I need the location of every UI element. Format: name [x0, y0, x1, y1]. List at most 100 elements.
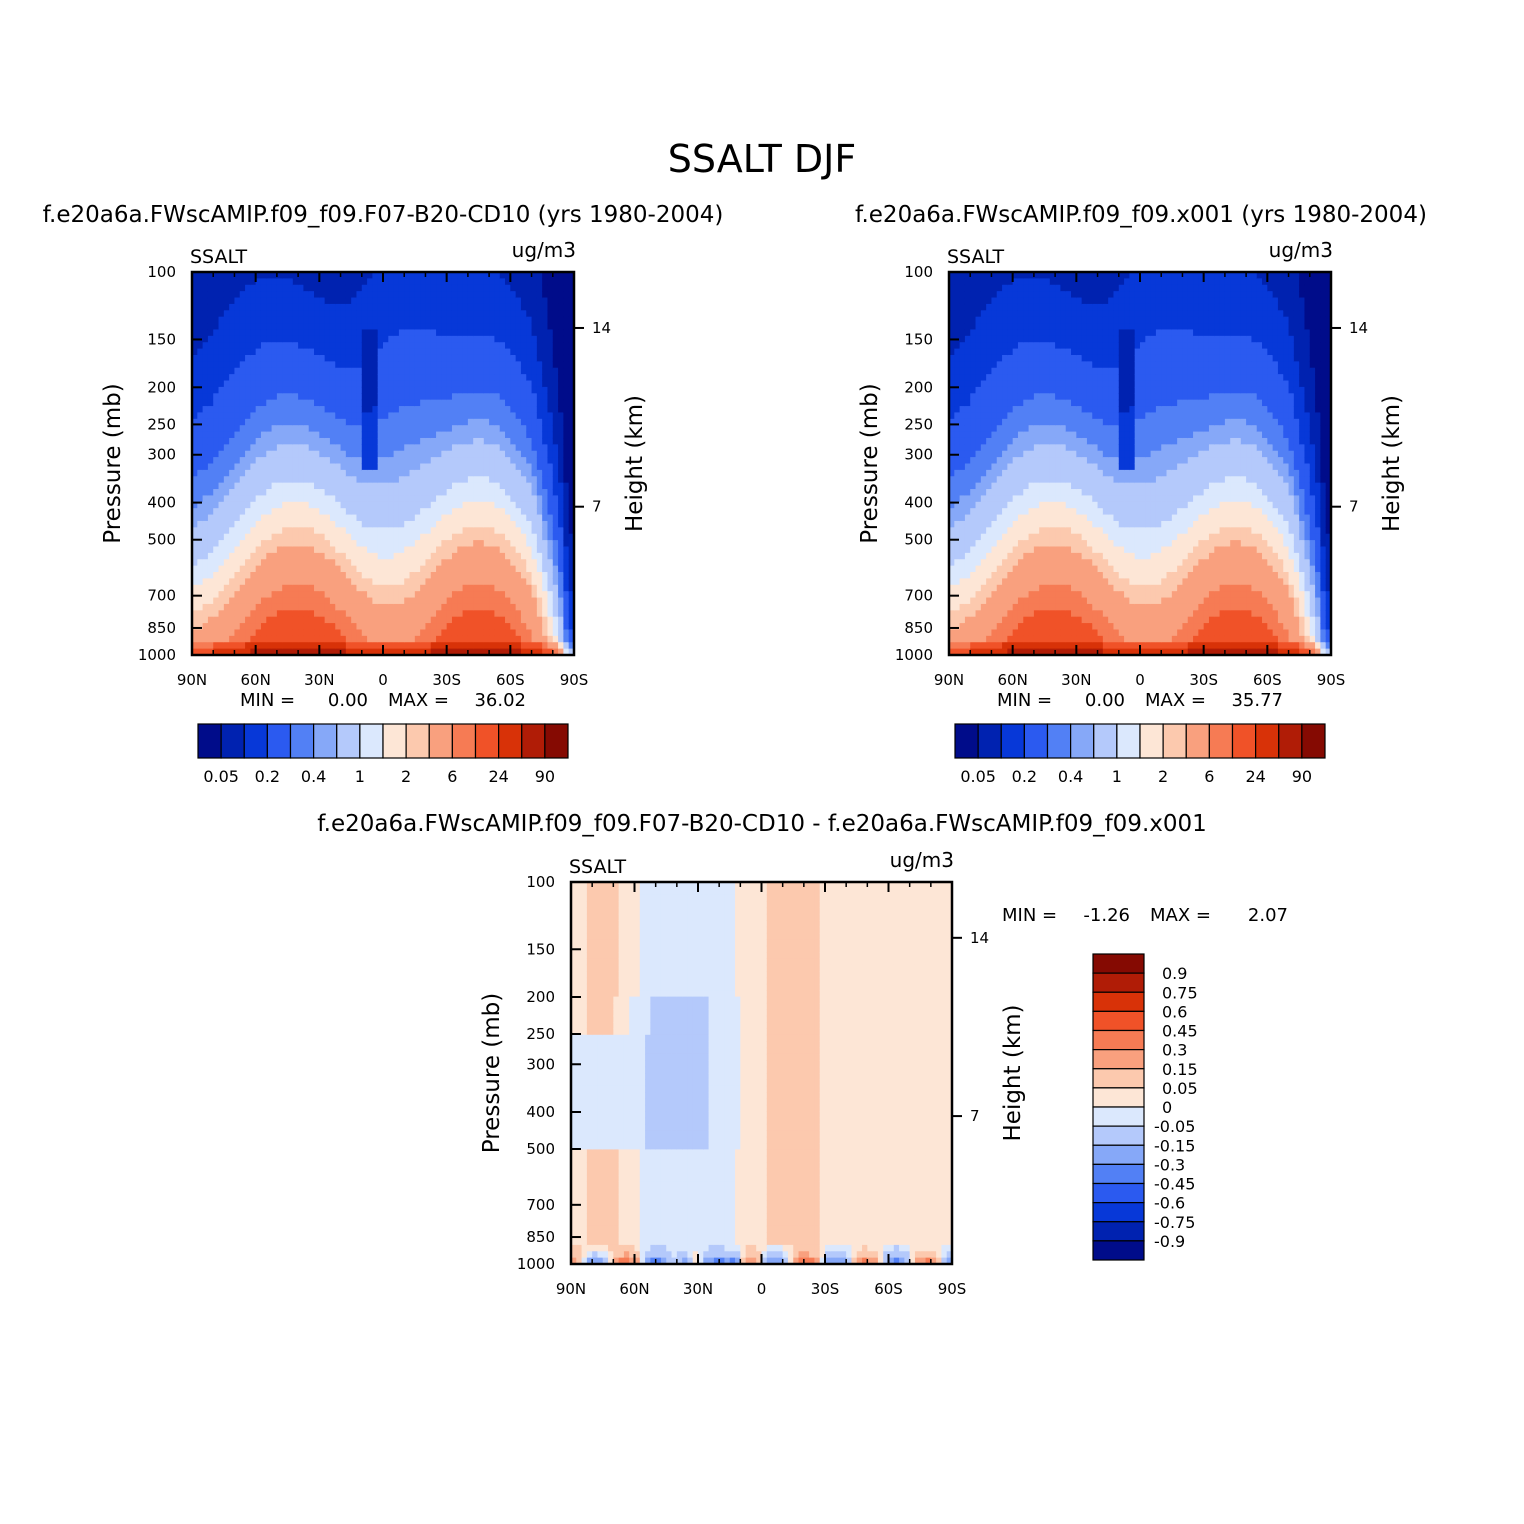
field-cell	[457, 450, 464, 458]
field-cell	[377, 329, 384, 337]
field-cell	[996, 354, 1003, 362]
field-cell	[255, 335, 262, 343]
field-cell	[959, 584, 966, 592]
field-cell	[494, 495, 501, 503]
field-cell	[340, 361, 347, 369]
field-cell	[287, 489, 294, 497]
field-cell	[489, 367, 496, 375]
field-cell	[218, 329, 225, 337]
field-cell	[483, 495, 490, 503]
field-cell	[536, 380, 543, 388]
field-cell	[276, 546, 283, 554]
field-cell	[986, 348, 993, 356]
field-cell	[436, 348, 442, 356]
field-cell	[276, 418, 283, 426]
field-cell	[250, 527, 257, 535]
field-cell	[351, 316, 358, 324]
field-cell	[255, 584, 262, 592]
field-cell	[393, 546, 400, 554]
field-cell	[335, 412, 342, 420]
field-cell	[499, 463, 506, 471]
field-cell	[489, 495, 496, 503]
field-cell	[986, 303, 993, 311]
field-cell	[223, 431, 230, 439]
field-cell	[218, 489, 225, 497]
field-cell	[441, 635, 448, 643]
field-cell	[404, 284, 411, 292]
field-cell	[494, 463, 501, 471]
field-cell	[324, 431, 331, 439]
field-cell	[420, 508, 427, 516]
field-cell	[430, 514, 437, 522]
field-cell	[526, 489, 533, 497]
field-cell	[515, 514, 522, 522]
field-cell	[520, 559, 527, 567]
field-cell	[282, 565, 289, 573]
field-cell	[446, 329, 453, 337]
field-cell	[223, 508, 230, 516]
field-cell	[563, 354, 570, 362]
field-cell	[489, 463, 496, 471]
field-cell	[287, 629, 294, 637]
field-cell	[276, 578, 283, 586]
field-cell	[372, 527, 379, 535]
field-cell	[329, 476, 336, 484]
field-cell	[558, 527, 564, 535]
field-cell	[202, 444, 209, 452]
field-cell	[340, 463, 347, 471]
field-cell	[255, 572, 262, 579]
field-cell	[462, 463, 469, 471]
field-cell	[446, 412, 453, 420]
field-cell	[954, 648, 961, 656]
field-cell	[345, 629, 352, 637]
field-cell	[467, 412, 474, 420]
height-axis-label: Height (km)	[622, 395, 648, 532]
field-cell	[324, 508, 331, 516]
field-cell	[372, 297, 379, 305]
field-cell	[197, 508, 204, 516]
field-cell	[234, 393, 241, 401]
field-cell	[218, 591, 225, 599]
field-cell	[250, 482, 257, 490]
field-cell	[345, 648, 352, 656]
field-cell	[986, 635, 993, 643]
field-cell	[314, 323, 320, 331]
field-cell	[292, 495, 299, 503]
field-cell	[287, 565, 294, 573]
field-cell	[964, 297, 971, 305]
field-cell	[276, 412, 283, 420]
field-cell	[340, 393, 347, 401]
field-cell	[303, 540, 310, 548]
field-cell	[404, 572, 411, 579]
field-cell	[510, 444, 517, 452]
field-cell	[234, 546, 241, 554]
field-cell	[499, 482, 506, 490]
field-cell	[991, 297, 998, 305]
field-cell	[245, 495, 251, 503]
field-cell	[319, 399, 326, 407]
field-cell	[377, 386, 384, 394]
field-cell	[547, 623, 554, 631]
field-cell	[467, 514, 474, 522]
field-cell	[271, 610, 278, 618]
field-cell	[377, 310, 384, 318]
field-cell	[980, 335, 987, 343]
field-cell	[266, 367, 273, 375]
field-cell	[255, 367, 262, 375]
field-cell	[324, 527, 331, 535]
field-cell	[954, 272, 961, 279]
field-cell	[245, 552, 251, 560]
field-cell	[526, 635, 533, 643]
field-cell	[383, 278, 389, 286]
field-cell	[329, 310, 336, 318]
field-cell	[345, 291, 352, 299]
field-cell	[568, 291, 575, 299]
field-cell	[239, 635, 246, 643]
field-cell	[335, 552, 342, 560]
field-cell	[499, 386, 506, 394]
field-cell	[483, 457, 490, 465]
field-cell	[483, 329, 490, 337]
field-cell	[489, 591, 496, 599]
field-cell	[515, 623, 522, 631]
field-cell	[510, 584, 517, 592]
